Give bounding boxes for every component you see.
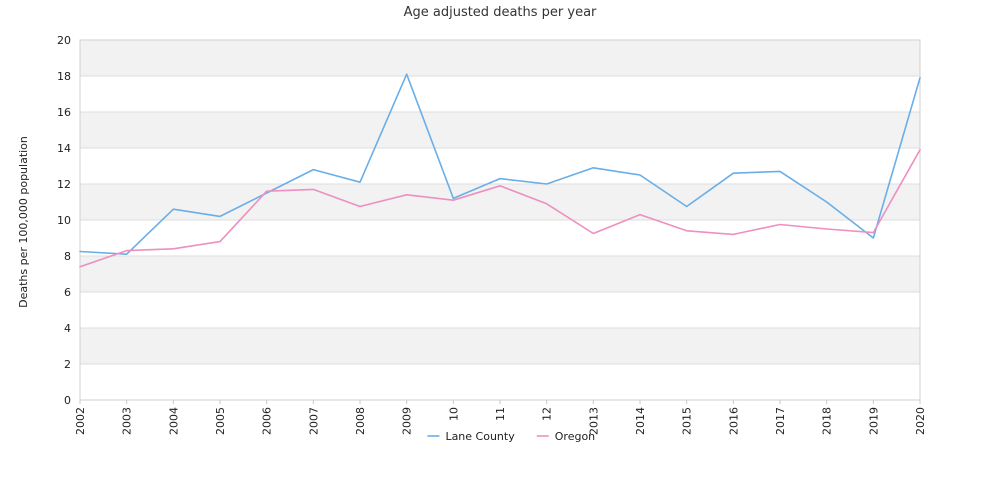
series-line-oregon — [79, 149, 921, 268]
plot-band — [80, 292, 920, 328]
y-axis-ticks: 0 2 4 6 8 10 12 14 16 18 20 — [57, 34, 71, 407]
plot-band — [80, 364, 920, 400]
plot-band — [80, 328, 920, 364]
legend-item-lane-county[interactable]: Lane County — [427, 430, 515, 443]
x-tick-label: 2020 — [914, 407, 927, 435]
x-tick-label: 11 — [494, 407, 507, 421]
x-axis-ticks: 2002 2003 2004 2005 2006 2007 2008 2009 10 11 12 20… — [74, 400, 927, 435]
x-tick-label: 2013 — [587, 407, 600, 435]
series-line-lane-county — [79, 73, 921, 255]
plot-band — [80, 184, 920, 220]
x-tick-label: 2006 — [261, 407, 274, 435]
plot-band — [80, 256, 920, 292]
legend-item-oregon[interactable]: Oregon — [536, 430, 595, 443]
x-tick-label: 2016 — [727, 407, 740, 435]
legend[interactable]: Lane County Oregon — [427, 430, 595, 443]
x-tick-label: 2002 — [74, 407, 87, 435]
plot-band — [80, 220, 920, 256]
y-tick-label: 8 — [64, 250, 71, 263]
legend-label: Oregon — [555, 430, 595, 443]
x-tick-label: 2017 — [774, 407, 787, 435]
y-tick-label: 6 — [64, 286, 71, 299]
plot-band — [80, 40, 920, 76]
x-tick-label: 2009 — [401, 407, 414, 435]
plot-band — [80, 112, 920, 148]
series-lines — [79, 73, 921, 268]
x-tick-label: 2003 — [121, 407, 134, 435]
y-tick-label: 0 — [64, 394, 71, 407]
plot-band — [80, 76, 920, 112]
y-tick-label: 20 — [57, 34, 71, 47]
y-tick-label: 4 — [64, 322, 71, 335]
x-tick-label: 10 — [447, 407, 460, 421]
y-tick-label: 18 — [57, 70, 71, 83]
y-axis-title: Deaths per 100,000 population — [17, 136, 30, 308]
y-tick-label: 2 — [64, 358, 71, 371]
x-tick-label: 2005 — [214, 407, 227, 435]
y-tick-label: 10 — [57, 214, 71, 227]
x-tick-label: 2008 — [354, 407, 367, 435]
y-tick-label: 12 — [57, 178, 71, 191]
plot-background-bands — [80, 40, 920, 400]
legend-label: Lane County — [445, 430, 515, 443]
x-tick-label: 2019 — [867, 407, 880, 435]
chart-title: Age adjusted deaths per year — [404, 5, 597, 20]
x-tick-label: 2007 — [307, 407, 320, 435]
x-tick-label: 2018 — [821, 407, 834, 435]
x-tick-label: 2014 — [634, 407, 647, 435]
x-tick-label: 2004 — [167, 407, 180, 435]
x-tick-label: 2015 — [681, 407, 694, 435]
x-tick-label: 12 — [541, 407, 554, 421]
y-tick-label: 16 — [57, 106, 71, 119]
y-tick-label: 14 — [57, 142, 71, 155]
